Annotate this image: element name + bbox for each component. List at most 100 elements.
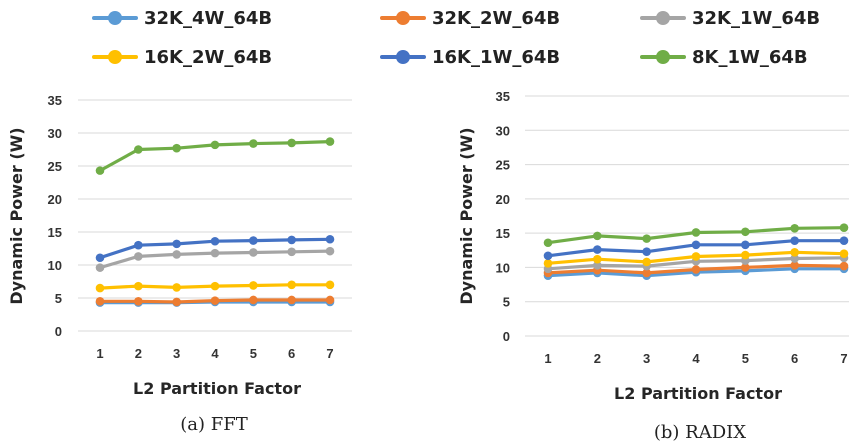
chart-caption: (a) FFT <box>180 414 247 435</box>
data-point <box>839 249 849 259</box>
data-point <box>134 145 143 154</box>
data-point <box>249 139 258 148</box>
x-tick-label: 2 <box>135 346 142 361</box>
chart-caption: (b) RADIX <box>654 422 746 443</box>
x-axis-title: L2 Partition Factor <box>614 384 782 403</box>
y-tick-label: 35 <box>496 89 510 104</box>
data-point <box>691 252 701 261</box>
data-point <box>741 263 750 272</box>
y-axis-title: Dynamic Power (W) <box>457 127 476 304</box>
data-point <box>543 238 553 248</box>
y-tick-label: 0 <box>55 324 62 339</box>
data-point <box>287 235 296 245</box>
legend-swatch-icon <box>380 6 426 30</box>
data-point <box>790 261 799 270</box>
data-point <box>642 257 651 267</box>
data-point <box>691 265 701 274</box>
legend-swatch-icon <box>380 45 426 69</box>
y-tick-label: 5 <box>503 295 510 310</box>
legend-swatch-icon <box>640 6 686 30</box>
data-point <box>249 295 258 305</box>
data-point <box>790 224 799 233</box>
data-point <box>642 268 651 278</box>
y-tick-label: 20 <box>48 192 62 207</box>
data-point <box>210 236 220 246</box>
data-point <box>210 140 220 150</box>
x-tick-label: 7 <box>326 346 333 361</box>
x-tick-label: 5 <box>250 346 257 361</box>
y-tick-label: 35 <box>48 93 62 108</box>
data-point <box>287 138 296 148</box>
data-point <box>593 231 602 241</box>
data-point <box>325 246 335 256</box>
data-point <box>249 248 258 257</box>
chart-fft: 0 5 10 15 20 25 30 35 1 2 3 4 5 6 7 L2 Partition Factor… <box>7 93 352 435</box>
data-point <box>172 283 181 292</box>
legend-label: 16K_1W_64B <box>432 46 561 68</box>
legend-swatch-icon <box>92 45 138 69</box>
data-point <box>134 252 143 261</box>
x-tick-label: 6 <box>288 346 295 361</box>
data-point <box>741 227 750 237</box>
data-point <box>691 228 701 237</box>
y-tick-label: 0 <box>503 329 510 344</box>
data-point <box>790 254 799 263</box>
data-point <box>172 143 181 153</box>
data-point <box>95 297 105 306</box>
y-tick-label: 5 <box>55 291 62 306</box>
data-point <box>642 247 651 256</box>
y-tick-label: 25 <box>48 159 62 174</box>
data-point <box>839 223 849 232</box>
y-tick-label: 10 <box>48 258 62 273</box>
x-tick-label: 4 <box>211 346 219 361</box>
legend-swatch-icon <box>640 45 686 69</box>
data-point <box>325 295 335 305</box>
data-point <box>839 261 849 271</box>
data-point <box>642 234 651 243</box>
chart-radix: 0 5 10 15 20 25 30 35 1 2 3 4 5 6 7 L2 Partition Factor… <box>457 89 849 443</box>
data-point <box>287 247 296 257</box>
chart-legend: 32K_4W_64B 32K_2W_64B 32K_1W_64B 16K_2W_64B… <box>0 0 849 80</box>
legend-label: 16K_2W_64B <box>144 46 273 68</box>
data-point <box>95 253 105 263</box>
data-point <box>593 261 602 270</box>
data-point <box>134 240 143 250</box>
data-point <box>543 259 553 268</box>
data-point <box>287 280 296 290</box>
legend-item: 32K_4W_64B <box>92 6 272 30</box>
legend-item: 32K_1W_64B <box>640 6 820 30</box>
y-tick-label: 15 <box>48 225 62 240</box>
data-point <box>839 236 849 245</box>
x-tick-label: 1 <box>544 351 551 366</box>
data-point <box>325 137 335 146</box>
legend-item: 8K_1W_64B <box>640 45 808 69</box>
data-point <box>95 166 105 175</box>
x-tick-label: 4 <box>692 351 700 366</box>
x-tick-label: 5 <box>742 351 749 366</box>
legend-item: 32K_2W_64B <box>380 6 560 30</box>
data-point <box>325 280 335 290</box>
data-point <box>249 281 258 290</box>
legend-swatch-icon <box>92 6 138 30</box>
data-point <box>95 263 105 272</box>
data-point <box>741 240 750 250</box>
data-point <box>95 283 105 293</box>
legend-label: 32K_2W_64B <box>432 7 561 29</box>
legend-item: 16K_1W_64B <box>380 45 560 69</box>
legend-label: 32K_1W_64B <box>692 7 821 29</box>
y-axis-title: Dynamic Power (W) <box>7 127 26 304</box>
legend-label: 8K_1W_64B <box>692 46 808 68</box>
x-tick-label: 1 <box>96 346 103 361</box>
data-point <box>741 250 750 260</box>
data-point <box>790 248 799 257</box>
x-tick-label: 3 <box>173 346 180 361</box>
data-point <box>790 236 799 245</box>
data-point <box>210 248 220 258</box>
x-tick-label: 3 <box>643 351 650 366</box>
data-point <box>172 250 181 259</box>
x-tick-label: 6 <box>791 351 798 366</box>
data-point <box>210 296 220 305</box>
y-tick-label: 25 <box>496 158 510 173</box>
y-tick-label: 10 <box>496 260 510 275</box>
